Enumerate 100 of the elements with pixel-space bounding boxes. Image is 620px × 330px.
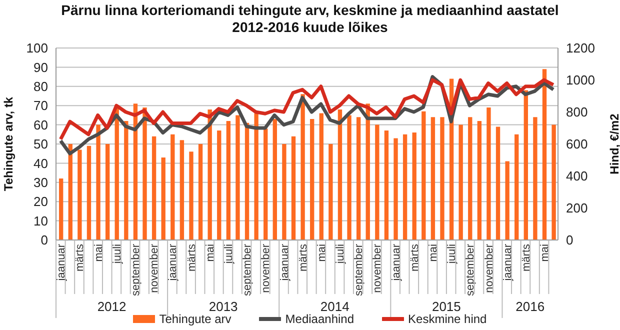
chart-title: Pärnu linna korteriomandi tehingute arv, keskmine ja mediaanhind aastatel 2012-2016 kuude lõikes [60,2,560,36]
bar [356,117,361,240]
bar [328,144,333,240]
bar [59,178,64,240]
text: 2015 [432,299,461,314]
bar [282,144,286,240]
text: 2016 [516,299,545,314]
bar [96,124,100,240]
x-tick-label: märts [520,244,532,272]
bar [533,117,538,240]
x-tick-label: mai [316,244,328,262]
bar [496,126,500,240]
y-axis-title: Tehingute arv, tk [1,96,16,192]
bar [198,144,203,240]
y2-tick-label: 0 [566,232,574,248]
bar [244,122,250,240]
y-tick-label: 40 [34,156,48,171]
y-tick-label: 70 [34,98,48,114]
bar [552,124,556,240]
bar [152,136,156,240]
bar [366,104,370,240]
x-tick-label: september [242,244,254,296]
bar [68,144,72,240]
bar [422,111,426,240]
x-tick-label: märts [186,244,198,272]
x-tick-label: jaanuar [167,244,180,282]
x-tick-label: september [464,244,477,296]
bar [375,124,380,240]
x-tick-label: september [130,244,142,296]
y-tick-label: 100 [26,40,48,56]
bar [524,90,528,240]
bar [272,119,277,240]
bar [384,130,389,240]
line-series [58,78,556,141]
y-tick-label: 30 [34,175,48,190]
y-tick-label: 0 [40,232,48,248]
y-tick-label: 60 [34,117,48,132]
bar [440,117,444,240]
bar [105,144,110,240]
bar [189,152,194,240]
legend-label: Tehingute arv [159,312,232,326]
x-tick-label: mai [204,244,216,262]
y-tick-label: 50 [34,136,48,152]
x-tick-label: juuli [222,244,235,265]
bar [86,146,92,240]
x-tick-label: juuli [446,244,458,265]
bar [114,108,119,240]
y-tick-label: 80 [34,79,48,94]
x-tick-label: mai [92,244,105,262]
bar [124,120,128,240]
bar [236,115,240,240]
y-tick-label: 20 [34,194,48,210]
bar [170,134,175,240]
x-tick-label: september [353,244,366,296]
x-tick-label: jaanuar [56,244,68,282]
x-tick-label: märts [297,244,310,272]
x-tick-label: jaanuar [278,244,291,282]
y-tick-label: 90 [34,60,48,75]
bar [338,109,342,240]
y-tick-label: 10 [34,213,48,228]
bar [402,134,408,240]
legend-label: Keskmine hind [408,312,487,326]
bar [226,120,231,240]
bar [291,136,296,240]
bar [505,161,510,240]
y2-tick-label: 600 [566,136,588,152]
bar [347,115,352,240]
bar [161,157,166,240]
x-tick-label: november [372,244,384,293]
bar [208,109,212,240]
text: 2012 [97,299,126,314]
bar [412,132,416,240]
y2-tick-label: 200 [566,200,588,216]
bar [142,108,147,240]
x-tick-label: mai [428,244,440,262]
legend-label: Mediaanhind [285,312,354,326]
x-tick-label: märts [408,244,421,272]
x-tick-label: jaanuar [502,244,514,282]
bar [477,120,482,240]
x-tick-label: november [483,244,496,293]
bar [264,128,268,240]
bar [458,124,463,240]
bar [78,150,82,240]
bar [468,117,472,240]
x-tick-label: november [148,244,161,293]
bar [254,113,258,240]
bar [310,119,314,240]
text: 2014 [320,299,350,314]
y2-tick-label: 800 [566,104,588,120]
y2-tick-label: 1200 [566,40,595,56]
y2-tick-label: 1000 [566,72,595,88]
x-tick-label: juuli [111,244,124,265]
bar [217,130,222,240]
x-tick-label: märts [74,244,86,272]
bar [430,117,436,240]
x-tick-label: november [260,244,272,293]
bar [486,108,491,240]
bar [514,134,519,240]
bar [394,138,398,240]
bar [300,94,305,240]
